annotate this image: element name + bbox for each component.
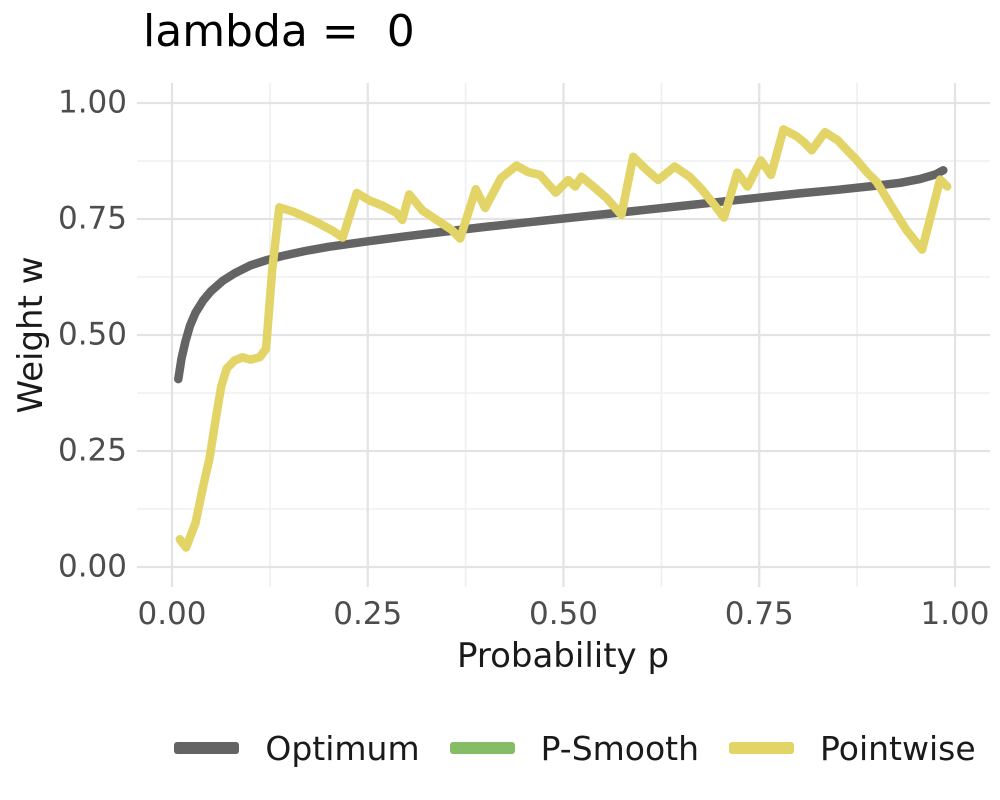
legend-label-optimum: Optimum [265, 728, 420, 768]
legend-item-pointwise: Pointwise [729, 729, 976, 768]
optimum-line-swatch [174, 742, 240, 754]
pointwise-line [175, 125, 952, 552]
y-tick-label: 0.75 [57, 200, 127, 237]
legend: Optimum P-Smooth Pointwise [150, 720, 1000, 776]
y-axis-title: Weight w [11, 256, 51, 414]
legend-label-p-smooth: P-Smooth [540, 728, 700, 768]
p-smooth-line-swatch [449, 742, 515, 754]
y-tick-label: 0.25 [57, 432, 127, 469]
chart-title: lambda = 0 [143, 6, 415, 57]
y-tick-label: 0.00 [57, 548, 127, 585]
x-tick-label: 1.00 [920, 596, 990, 632]
legend-label-pointwise: Pointwise [820, 728, 976, 768]
x-tick-label: 0.00 [137, 596, 207, 632]
y-tick-label: 1.00 [57, 84, 127, 121]
optimum-line [174, 166, 948, 384]
legend-item-optimum: Optimum [174, 728, 420, 768]
pointwise-line-swatch [729, 742, 795, 754]
legend-item-p-smooth: P-Smooth [449, 728, 700, 768]
y-tick-label: 0.50 [57, 316, 127, 353]
x-tick-label: 0.50 [528, 596, 599, 632]
x-tick-label: 0.75 [724, 596, 794, 632]
x-tick-label: 0.25 [333, 596, 403, 632]
x-axis-title: Probability p [456, 636, 670, 676]
